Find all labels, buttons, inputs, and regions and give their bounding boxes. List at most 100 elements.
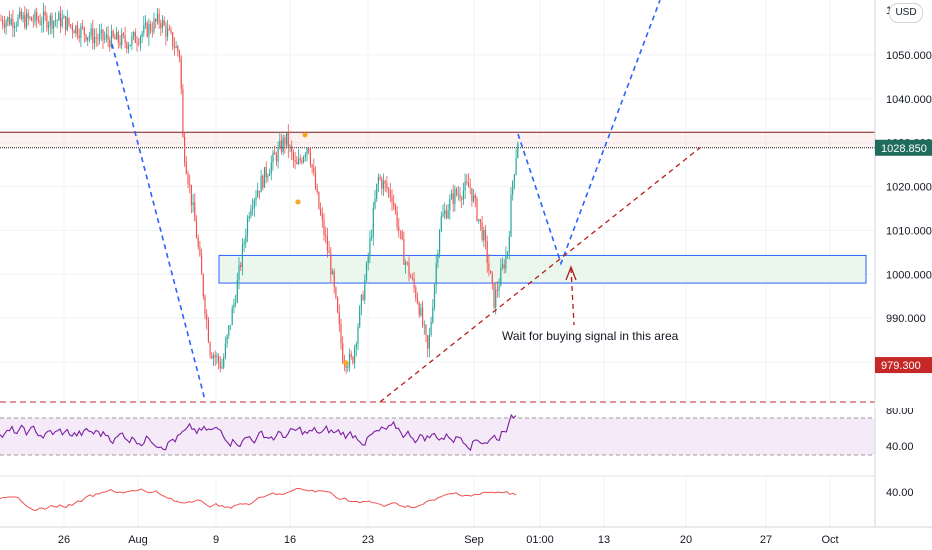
candle-body (262, 176, 264, 188)
x-tick-label: 23 (362, 534, 374, 546)
candle-body (379, 176, 381, 180)
candle-body (51, 15, 53, 29)
candle-body (163, 20, 165, 26)
candle-body (444, 210, 446, 214)
candle-body (340, 324, 342, 344)
zones (0, 131, 875, 284)
candle-body (352, 356, 354, 363)
candle-body (173, 46, 175, 48)
candle-body (286, 132, 288, 145)
candle-body (418, 303, 420, 316)
candle-body (279, 140, 281, 148)
candle-body (306, 147, 308, 155)
candle-body (224, 343, 226, 358)
candle-body (158, 13, 160, 24)
candle-body (177, 46, 179, 52)
y-tick-label: 990.000 (886, 313, 926, 325)
oscillator-tick-label: 40.00 (886, 487, 914, 499)
candle-body (141, 33, 143, 37)
x-tick-label: 9 (213, 534, 219, 546)
candle-body (221, 367, 223, 369)
candle-body (335, 287, 337, 298)
candle-body (456, 189, 458, 195)
candle-body (151, 30, 153, 32)
candle-body (190, 184, 192, 206)
candle-body (126, 42, 128, 49)
candle-body (97, 38, 99, 40)
candle-body (102, 29, 104, 40)
y-tick-label: 1020.000 (886, 182, 932, 194)
candle-body (486, 241, 488, 264)
candle-body (133, 32, 135, 37)
candle-body (326, 236, 328, 251)
candle-body (70, 24, 72, 26)
candle-body (513, 174, 515, 182)
candle-body (452, 193, 454, 204)
candle-body (461, 198, 463, 200)
candle-body (425, 325, 427, 336)
candle-body (309, 152, 311, 165)
candle-body (14, 26, 16, 28)
signal-marker (295, 199, 301, 205)
candle-body (82, 26, 84, 28)
candle-body (61, 18, 63, 27)
candle-body (85, 34, 87, 41)
time-axis (0, 527, 932, 550)
price-pane (0, 0, 875, 403)
candle-body (138, 43, 140, 44)
candle-body (269, 173, 271, 176)
candle-body (348, 353, 351, 367)
candle-body (466, 181, 468, 183)
candle-body (122, 33, 124, 36)
candle-body (447, 210, 449, 218)
candle-body (192, 202, 194, 206)
x-tick-label: 01:00 (526, 534, 554, 546)
candle-body (229, 324, 232, 326)
candle-body (37, 19, 39, 21)
y-tick-label: 1040.000 (886, 94, 932, 106)
candle-body (401, 231, 403, 240)
candle-body (411, 277, 413, 279)
currency-button[interactable]: USD (889, 3, 923, 23)
badge-mask (875, 402, 932, 408)
candle-body (359, 307, 361, 327)
candle-body (405, 262, 407, 265)
rsi-band (0, 418, 875, 455)
candle-body (119, 42, 121, 46)
x-tick-label: 27 (760, 534, 772, 546)
candle-body (112, 30, 114, 37)
candle-body (364, 280, 366, 301)
candle-body (78, 35, 80, 39)
candle-body (449, 199, 451, 211)
candle-body (172, 32, 174, 47)
candle-body (457, 194, 459, 195)
candle-body (313, 167, 315, 173)
candle-body (508, 236, 510, 252)
candle-body (311, 164, 313, 168)
candle-body (160, 23, 162, 28)
candle-body (223, 357, 225, 368)
candle-body (48, 24, 50, 29)
candle-body (107, 34, 109, 41)
candle-body (246, 218, 249, 237)
candle-body (93, 37, 96, 44)
candle-body (235, 302, 237, 304)
candle-body (478, 219, 480, 221)
candle-body (199, 246, 201, 256)
candle-body (396, 210, 398, 228)
candle-body (367, 256, 369, 263)
candle-body (34, 11, 36, 22)
candle-body (377, 176, 379, 184)
candle-body (226, 335, 228, 344)
signal-marker (343, 360, 349, 366)
candle-body (46, 15, 48, 29)
price-badge (875, 139, 932, 156)
candle-body (206, 314, 208, 321)
candle-body (459, 194, 461, 199)
candle-body (161, 20, 164, 28)
candle-body (500, 267, 502, 286)
candle-body (15, 25, 17, 27)
candle-body (362, 294, 364, 301)
